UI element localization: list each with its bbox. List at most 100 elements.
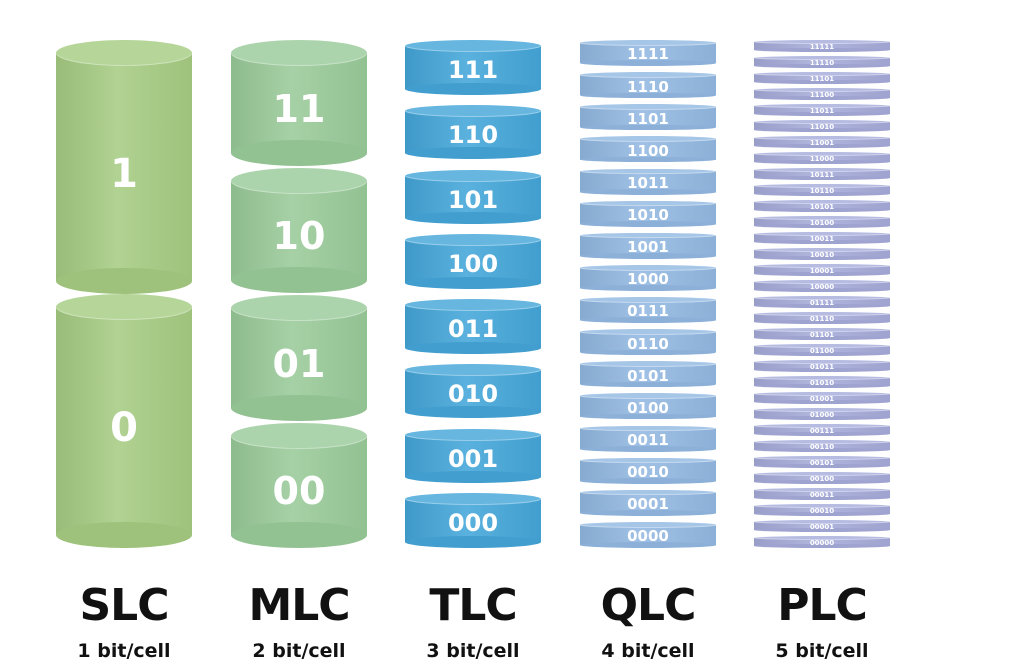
level-bits-label: 1000 xyxy=(627,270,669,289)
voltage-level-disk: 00100 xyxy=(754,472,890,484)
level-bits-label: 00 xyxy=(272,469,326,513)
voltage-level-disk: 11101 xyxy=(754,72,890,84)
voltage-level-disk: 1010 xyxy=(580,200,716,227)
bits-per-cell-label: 1 bit/cell xyxy=(77,640,171,662)
cell-column-slc: 1 0 SLC 1 bit/cell xyxy=(56,0,192,664)
level-bits-label: 10110 xyxy=(809,187,835,195)
voltage-level-disk: 101 xyxy=(405,169,541,225)
level-bits-label: 10011 xyxy=(809,235,835,243)
level-bits-label: 01011 xyxy=(809,363,835,371)
voltage-level-disk: 10000 xyxy=(754,280,890,292)
level-bits-label: 10 xyxy=(272,214,326,258)
level-bits-label: 01101 xyxy=(809,331,835,339)
level-bits-label: 01110 xyxy=(809,315,835,323)
level-stack: 1111 1110 1101 1100 1011 1010 1001 1000 0111 0110… xyxy=(580,40,716,548)
level-bits-label: 00000 xyxy=(809,539,835,547)
voltage-level-disk: 000 xyxy=(405,493,541,548)
level-bits-label: 1101 xyxy=(627,109,669,128)
voltage-level-disk: 01101 xyxy=(754,328,890,340)
level-bits-label: 0011 xyxy=(627,430,669,449)
level-bits-label: 000 xyxy=(447,509,499,538)
level-bits-label: 11111 xyxy=(809,43,835,51)
voltage-level-disk: 11100 xyxy=(754,88,890,100)
level-bits-label: 11000 xyxy=(809,155,835,163)
level-bits-label: 0100 xyxy=(627,398,669,417)
voltage-level-disk: 0011 xyxy=(580,425,716,452)
level-bits-label: 0101 xyxy=(627,366,669,385)
level-bits-label: 0001 xyxy=(627,495,669,514)
level-bits-label: 1 xyxy=(110,150,138,197)
level-bits-label: 0010 xyxy=(627,463,669,482)
voltage-level-disk: 1101 xyxy=(580,104,716,131)
voltage-level-disk: 11001 xyxy=(754,136,890,148)
voltage-level-disk: 0001 xyxy=(580,489,716,516)
level-bits-label: 1111 xyxy=(627,45,669,64)
voltage-level-disk: 00011 xyxy=(754,488,890,500)
level-bits-label: 11101 xyxy=(809,75,835,83)
level-bits-label: 11100 xyxy=(809,91,835,99)
voltage-level-disk: 011 xyxy=(405,299,541,354)
voltage-level-disk: 0111 xyxy=(580,297,716,324)
voltage-level-disk: 0110 xyxy=(580,329,716,356)
level-bits-label: 00011 xyxy=(809,491,835,499)
voltage-level-disk: 1001 xyxy=(580,232,716,259)
voltage-level-disk: 11111 xyxy=(754,40,890,52)
level-bits-label: 110 xyxy=(447,120,499,149)
level-bits-label: 00110 xyxy=(809,443,835,451)
voltage-level-disk: 00 xyxy=(231,422,367,548)
voltage-level-disk: 10101 xyxy=(754,200,890,212)
cell-column-qlc: 1111 1110 1101 1100 1011 1010 1001 1000 0111 0110… xyxy=(580,0,716,664)
level-bits-label: 10111 xyxy=(809,171,835,179)
level-bits-label: 111 xyxy=(447,56,499,84)
level-bits-label: 11 xyxy=(272,86,326,131)
voltage-level-disk: 00010 xyxy=(754,504,890,516)
voltage-level-disk: 10 xyxy=(231,167,367,293)
voltage-level-disk: 0101 xyxy=(580,361,716,388)
level-bits-label: 01111 xyxy=(809,299,835,307)
voltage-level-disk: 11010 xyxy=(754,120,890,132)
level-bits-label: 01010 xyxy=(809,379,835,387)
voltage-level-disk: 111 xyxy=(405,40,541,95)
voltage-level-disk: 01001 xyxy=(754,392,890,404)
level-bits-label: 11110 xyxy=(809,59,835,67)
voltage-level-disk: 1011 xyxy=(580,168,716,195)
voltage-level-disk: 00101 xyxy=(754,456,890,468)
voltage-level-disk: 01010 xyxy=(754,376,890,388)
voltage-level-disk: 10110 xyxy=(754,184,890,196)
cell-type-name: MLC xyxy=(248,580,350,631)
level-bits-label: 001 xyxy=(447,444,499,473)
bits-per-cell-label: 2 bit/cell xyxy=(252,640,346,662)
cell-column-mlc: 11 10 01 00 MLC 2 bit/cell xyxy=(231,0,367,664)
level-bits-label: 01000 xyxy=(809,411,835,419)
level-stack: 11 10 01 00 xyxy=(231,40,367,548)
level-bits-label: 11010 xyxy=(809,123,835,131)
level-bits-label: 11001 xyxy=(809,139,835,147)
level-stack: 111 110 101 100 011 010 001 000 xyxy=(405,40,541,548)
voltage-level-disk: 01111 xyxy=(754,296,890,308)
level-bits-label: 101 xyxy=(447,185,499,214)
level-bits-label: 1010 xyxy=(627,206,669,225)
voltage-level-disk: 0000 xyxy=(580,521,716,548)
voltage-level-disk: 1000 xyxy=(580,264,716,291)
level-bits-label: 10001 xyxy=(809,267,835,275)
bits-per-cell-label: 3 bit/cell xyxy=(426,640,520,662)
bits-per-cell-label: 5 bit/cell xyxy=(775,640,869,662)
level-bits-label: 1001 xyxy=(627,238,669,257)
level-bits-label: 1110 xyxy=(627,77,669,96)
level-bits-label: 1100 xyxy=(627,141,669,160)
voltage-level-disk: 0100 xyxy=(580,393,716,420)
voltage-level-disk: 01100 xyxy=(754,344,890,356)
cell-type-name: SLC xyxy=(79,580,169,631)
voltage-level-disk: 001 xyxy=(405,428,541,484)
level-bits-label: 0000 xyxy=(627,527,669,546)
voltage-level-disk: 1100 xyxy=(580,136,716,163)
voltage-level-disk: 1110 xyxy=(580,72,716,99)
level-bits-label: 0 xyxy=(110,404,138,451)
cell-type-name: TLC xyxy=(429,580,517,631)
level-bits-label: 00111 xyxy=(809,427,835,435)
level-bits-label: 00001 xyxy=(809,523,835,531)
voltage-level-disk: 01011 xyxy=(754,360,890,372)
level-bits-label: 01100 xyxy=(809,347,835,355)
voltage-level-disk: 11 xyxy=(231,40,367,166)
voltage-level-disk: 01 xyxy=(231,295,367,421)
